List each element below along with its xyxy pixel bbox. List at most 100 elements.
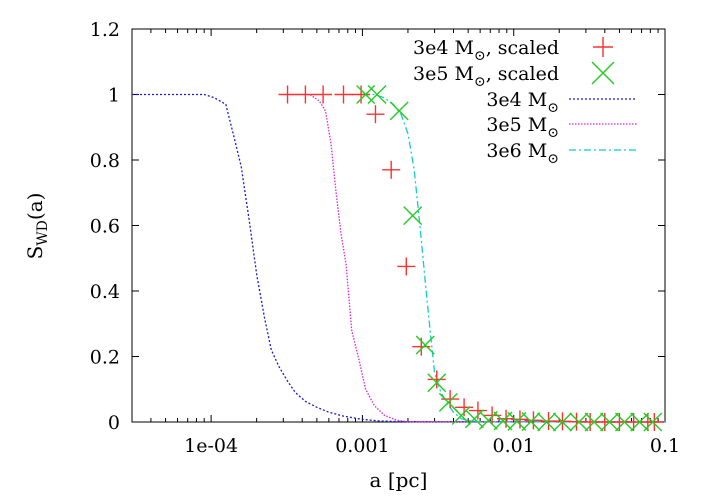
legend-label: 3e5 M⊙, scaled [413, 63, 559, 90]
y-tick-label: 0 [108, 412, 120, 434]
cross-b [507, 411, 527, 431]
legend-label: 3e4 M⊙, scaled [413, 37, 559, 64]
data-point-cross [507, 411, 527, 431]
legend-label-main: 3e4 M [486, 89, 547, 111]
data-point-plus [468, 401, 487, 420]
legend-sample-cross [591, 61, 615, 85]
series-layer [132, 85, 666, 432]
series-line [132, 93, 666, 423]
data-point-plus [296, 85, 315, 104]
cross-b [537, 412, 557, 432]
sun-symbol: ⊙ [547, 100, 559, 116]
cross-b [615, 412, 635, 432]
cross-b [367, 85, 387, 104]
legend-label-main: 3e6 M [486, 140, 547, 162]
x-axis-label: a [pc] [370, 468, 428, 492]
y-axis-label-suffix: (a) [23, 193, 47, 221]
legend-label-suffix: , scaled [486, 63, 559, 85]
legend-label-suffix: , scaled [486, 37, 559, 59]
cross-b [415, 335, 435, 355]
series-2 [132, 93, 666, 423]
cross-b [569, 412, 589, 432]
data-point-cross [584, 412, 604, 432]
legend-label: 3e6 M⊙ [486, 140, 559, 167]
data-point-plus [397, 257, 416, 276]
sun-symbol: ⊙ [547, 151, 559, 167]
cross-b [643, 412, 663, 432]
legend-entry: 3e4 M⊙, scaled [413, 37, 613, 64]
legend-label: 3e4 M⊙ [486, 89, 559, 116]
data-point-plus [382, 160, 401, 179]
data-point-cross [403, 206, 423, 226]
sun-symbol: ⊙ [474, 48, 486, 64]
y-tick-label: 1.2 [90, 19, 120, 41]
data-point-cross [537, 412, 557, 432]
cross-b [389, 101, 409, 121]
legend-label: 3e5 M⊙ [486, 114, 559, 141]
data-point-cross [415, 335, 435, 355]
legend-sample-plus [593, 37, 613, 57]
data-point-plus [278, 85, 297, 104]
y-axis-label: SWD(a) [23, 193, 51, 260]
x-tick-label: 0.1 [650, 435, 680, 457]
y-axis-label-sub: WD [35, 220, 51, 246]
data-point-cross [427, 373, 447, 393]
cross-b [521, 412, 541, 432]
series-line [283, 93, 666, 423]
cross-b [591, 61, 615, 85]
cross-b [600, 412, 620, 432]
cross-b [478, 410, 498, 430]
x-tick-label: 1e-04 [184, 435, 238, 457]
cross-b [403, 206, 423, 226]
legend-entry: 3e5 M⊙, scaled [413, 61, 615, 90]
data-point-cross [478, 410, 498, 430]
y-axis-label-main: S [23, 246, 47, 260]
data-point-cross [552, 412, 572, 432]
legend-entry: 3e6 M⊙ [486, 140, 637, 167]
x-tick-label: 0.001 [335, 435, 389, 457]
series-1 [356, 85, 663, 432]
data-point-cross [493, 411, 513, 431]
cross-b [493, 411, 513, 431]
data-point-cross [600, 412, 620, 432]
x-tick-label: 0.01 [493, 435, 535, 457]
sun-symbol: ⊙ [547, 125, 559, 141]
data-point-cross [451, 405, 471, 425]
data-point-cross [615, 412, 635, 432]
legend-entry: 3e4 M⊙ [486, 89, 637, 116]
legend-entry: 3e5 M⊙ [486, 114, 637, 141]
data-point-plus [366, 105, 385, 124]
data-point-plus [352, 85, 371, 104]
legend-label-main: 3e5 M [486, 114, 547, 136]
cross-b [630, 412, 650, 432]
plot-frame [131, 28, 666, 423]
data-point-plus [645, 413, 664, 431]
series-0 [278, 85, 664, 431]
cross-b [584, 412, 604, 432]
y-tick-label: 1 [108, 85, 120, 107]
legend-label-main: 3e4 M [413, 37, 474, 59]
sun-symbol: ⊙ [474, 74, 486, 90]
y-tick-label: 0.8 [90, 150, 120, 172]
data-point-plus [314, 85, 333, 104]
data-point-plus [334, 85, 353, 104]
ticks-layer: 0 0.2 0.4 0.6 0.8 1 1.2 1e-04 0.001 0.01 0.1 [90, 19, 680, 457]
cross-b [438, 392, 458, 412]
data-point-cross [389, 101, 409, 121]
data-point-cross [630, 412, 650, 432]
data-point-plus [524, 411, 543, 430]
data-point-cross [521, 412, 541, 432]
y-tick-label: 0.4 [90, 281, 120, 303]
series-3 [283, 93, 666, 423]
data-point-plus [441, 390, 460, 409]
cross-b [427, 373, 447, 393]
data-point-cross [367, 85, 387, 104]
cross-b [451, 405, 471, 425]
data-point-cross [643, 412, 663, 432]
data-point-cross [569, 412, 589, 432]
data-point-plus [427, 370, 446, 389]
y-tick-label: 0.6 [90, 216, 120, 238]
legend-label-main: 3e5 M [413, 63, 474, 85]
